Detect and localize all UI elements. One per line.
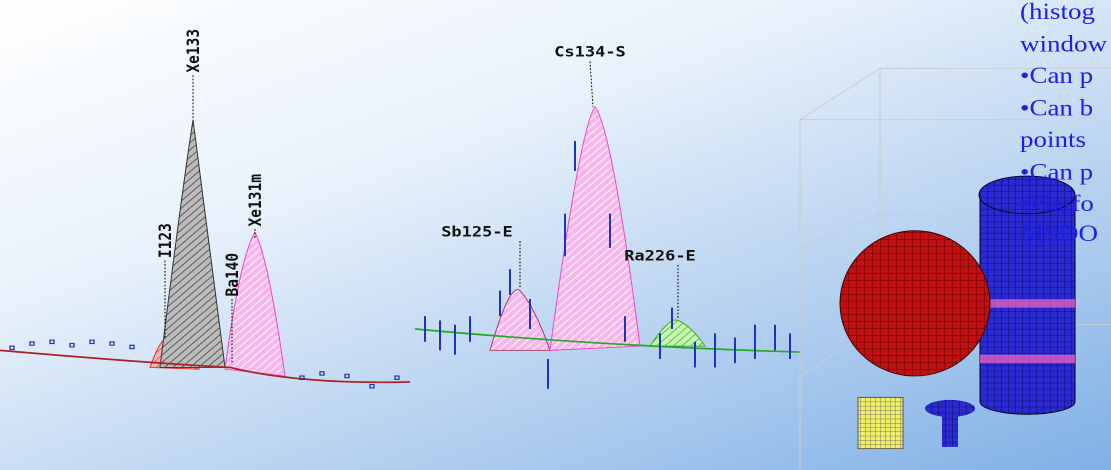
- ellipsoid: [840, 231, 990, 376]
- text-line: •Can b: [1020, 96, 1093, 121]
- text-line: window: [1020, 32, 1108, 57]
- slide: Xe133 I123 Ba140 Xe131m Cs134-S Sb125-E …: [0, 0, 1111, 470]
- leader: [590, 62, 593, 107]
- side-text: (histog window •Can p •Can b points •Can…: [1020, 0, 1108, 246]
- peak-label: Sb125-E: [441, 223, 513, 240]
- text-line: •Can p: [1020, 160, 1093, 185]
- peak-label: Ra226-E: [624, 247, 696, 264]
- peak-label: Ba140: [222, 253, 242, 297]
- text-line: points: [1020, 128, 1086, 153]
- band: [980, 355, 1075, 364]
- peak-area: [650, 320, 705, 346]
- peak-label: Xe133: [183, 29, 203, 73]
- cube: [858, 397, 903, 448]
- text-line: (histog: [1020, 0, 1095, 24]
- peak-label: Cs134-S: [554, 43, 626, 60]
- peak-label: I123: [155, 223, 175, 258]
- mushroom-stem: [942, 408, 958, 446]
- text-line: •Can p: [1020, 64, 1093, 89]
- page: Xe133 I123 Ba140 Xe131m Cs134-S Sb125-E …: [0, 0, 1111, 470]
- peak-area: [550, 107, 640, 351]
- band: [980, 299, 1075, 308]
- left-spectrum: Xe133 I123 Ba140 Xe131m: [0, 29, 410, 388]
- text-line: •Platfo: [1020, 192, 1094, 217]
- peak-label: Xe131m: [245, 174, 265, 226]
- right-spectrum: Cs134-S Sb125-E Ra226-E: [415, 43, 800, 389]
- text-line: MSDO: [1020, 222, 1098, 247]
